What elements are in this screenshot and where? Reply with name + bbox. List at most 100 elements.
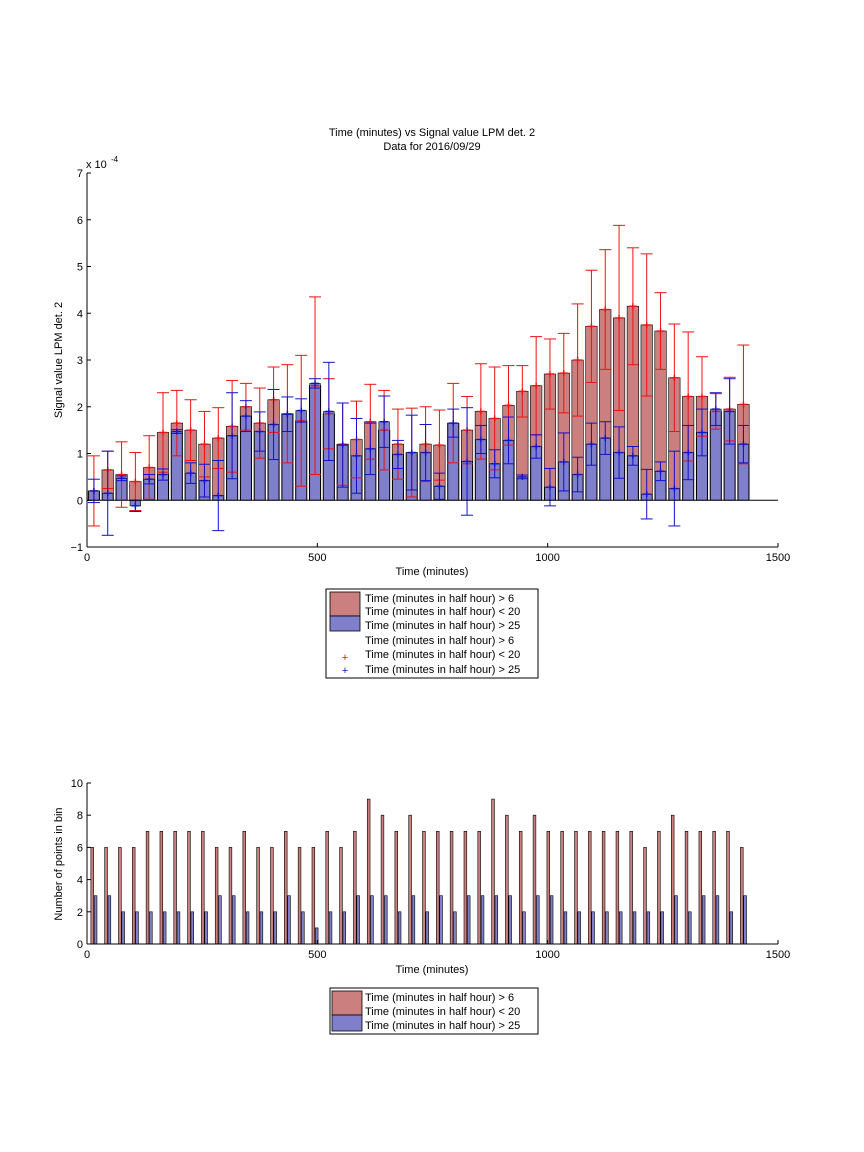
chart2-y-tick-label: 0: [77, 939, 83, 951]
count-bar-red: [532, 814, 537, 945]
chart2-x-tick-label: 1500: [766, 949, 790, 961]
chart2-bars: [90, 798, 747, 945]
count-bar-blue: [370, 895, 374, 945]
count-bar-red: [297, 847, 302, 945]
count-bar-blue: [701, 895, 706, 945]
count-bar-blue: [439, 895, 443, 945]
chart2-y-tick-label: 4: [77, 875, 83, 887]
count-bar-red: [408, 814, 412, 945]
count-bar-blue: [522, 911, 526, 945]
chart2-y-tick-label: 8: [77, 810, 83, 822]
chart2-y-tick-label: 6: [77, 842, 83, 854]
chart2-x-tick-label: 500: [308, 949, 326, 961]
count-bar-blue: [688, 911, 692, 945]
count-bar-blue: [563, 911, 568, 945]
chart1-y-tick-label: 3: [77, 355, 83, 367]
chart1-y-tick-label: 2: [77, 402, 83, 414]
count-bar-blue: [674, 895, 678, 945]
chart2-legend-entry: Time (minutes in half hour) < 20: [365, 1006, 520, 1018]
chart1-x-tick-label: 1000: [535, 552, 559, 564]
count-bar-red: [214, 847, 219, 945]
chart1-legend: + + Time (minutes in half hour) > 6 Time…: [325, 588, 539, 679]
count-bar-blue: [453, 911, 457, 945]
count-bar-red: [546, 830, 550, 945]
count-bar-blue: [356, 895, 360, 945]
chart1-y-tick-label: 0: [77, 495, 83, 507]
chart1-y-exponent-base: x 10: [86, 159, 107, 171]
chart1-legend-marker-red: +: [342, 652, 348, 664]
count-bar-red: [588, 830, 592, 945]
count-bar-blue: [190, 911, 194, 945]
count-bar-red: [601, 830, 606, 945]
count-bar-blue: [397, 911, 402, 945]
chart1-y-tick-label: −1: [70, 542, 83, 554]
count-bar-red: [684, 830, 689, 945]
count-bar-blue: [508, 895, 512, 945]
count-bar-red: [726, 830, 730, 945]
chart1-errorbars: [87, 224, 750, 536]
count-bar-blue: [549, 895, 554, 945]
count-bar-blue: [467, 895, 471, 945]
chart1-legend-entry: Time (minutes in half hour) > 25: [365, 664, 520, 676]
count-bar-blue: [93, 895, 98, 945]
count-bar-blue: [259, 911, 264, 945]
count-bar-blue: [411, 895, 416, 945]
count-bar-red: [270, 847, 274, 945]
count-bar-blue: [591, 911, 595, 945]
chart1-x-tick-label: 0: [84, 552, 90, 564]
count-bar-red: [201, 830, 205, 945]
chart1-legend-swatch-blue: [329, 615, 361, 632]
count-bar-blue: [632, 911, 637, 945]
count-bar-blue: [287, 895, 291, 945]
chart2-ylabel: Number of points in bin: [53, 807, 65, 920]
count-bar-red: [104, 847, 108, 945]
count-bar-blue: [342, 911, 347, 945]
count-bar-blue: [121, 911, 125, 945]
chart1-legend-entry: Time (minutes in half hour) > 6: [365, 635, 514, 647]
count-bar-blue: [162, 911, 167, 945]
count-bar-red: [698, 830, 703, 945]
count-bar-red: [560, 830, 564, 945]
count-bar-blue: [107, 895, 112, 945]
count-bar-red: [422, 830, 426, 945]
count-bar-red: [574, 830, 578, 945]
chart1-y-tick-label: 1: [77, 449, 83, 461]
count-bar-red: [657, 830, 661, 945]
count-chart: 0 500 1000 1500 0 2 4 6 8 10 Time (minutes) Numbe…: [53, 778, 790, 1035]
count-bar-blue: [301, 911, 305, 945]
count-bar-red: [353, 830, 357, 945]
chart1-y-exponent-power: -4: [111, 155, 119, 164]
chart1-y-exponent: x 10 -4: [86, 155, 119, 171]
count-bar-blue: [384, 895, 388, 945]
chart2-axes: 0 500 1000 1500 0 2 4 6 8 10: [71, 778, 790, 961]
chart2-legend: Time (minutes in half hour) > 6 Time (mi…: [329, 987, 539, 1035]
count-bar-blue: [135, 911, 139, 945]
count-bar-blue: [536, 895, 540, 945]
chart2-y-tick-label: 10: [71, 778, 83, 790]
count-bar-red: [284, 830, 288, 945]
count-bar-red: [380, 814, 385, 945]
count-bar-red: [491, 798, 495, 945]
bar-blue: [516, 476, 528, 501]
count-bar-blue: [480, 895, 485, 945]
chart1-title: Time (minutes) vs Signal value LPM det. …: [329, 127, 535, 139]
count-bar-blue: [232, 895, 236, 945]
chart2-legend-entry: Time (minutes in half hour) > 6: [365, 992, 514, 1004]
chart2-xlabel: Time (minutes): [396, 964, 469, 976]
count-bar-red: [132, 847, 136, 945]
chart2-legend-entry: Time (minutes in half hour) > 25: [365, 1020, 520, 1032]
count-bar-red: [477, 830, 481, 945]
chart1-y-tick-label: 6: [77, 215, 83, 227]
count-bar-blue: [577, 911, 581, 945]
chart1-y-tick-label: 4: [77, 308, 83, 320]
count-bar-blue: [660, 911, 664, 945]
count-bar-red: [228, 847, 233, 945]
chart1-legend-entry: Time (minutes in half hour) > 25: [365, 620, 520, 632]
count-bar-blue: [245, 911, 250, 945]
count-bar-red: [339, 847, 343, 945]
chart1-legend-swatch-red: [329, 591, 361, 617]
count-bar-red: [740, 847, 744, 945]
chart1-x-tick-label: 500: [308, 552, 326, 564]
chart1-y-tick-label: 7: [77, 168, 83, 180]
